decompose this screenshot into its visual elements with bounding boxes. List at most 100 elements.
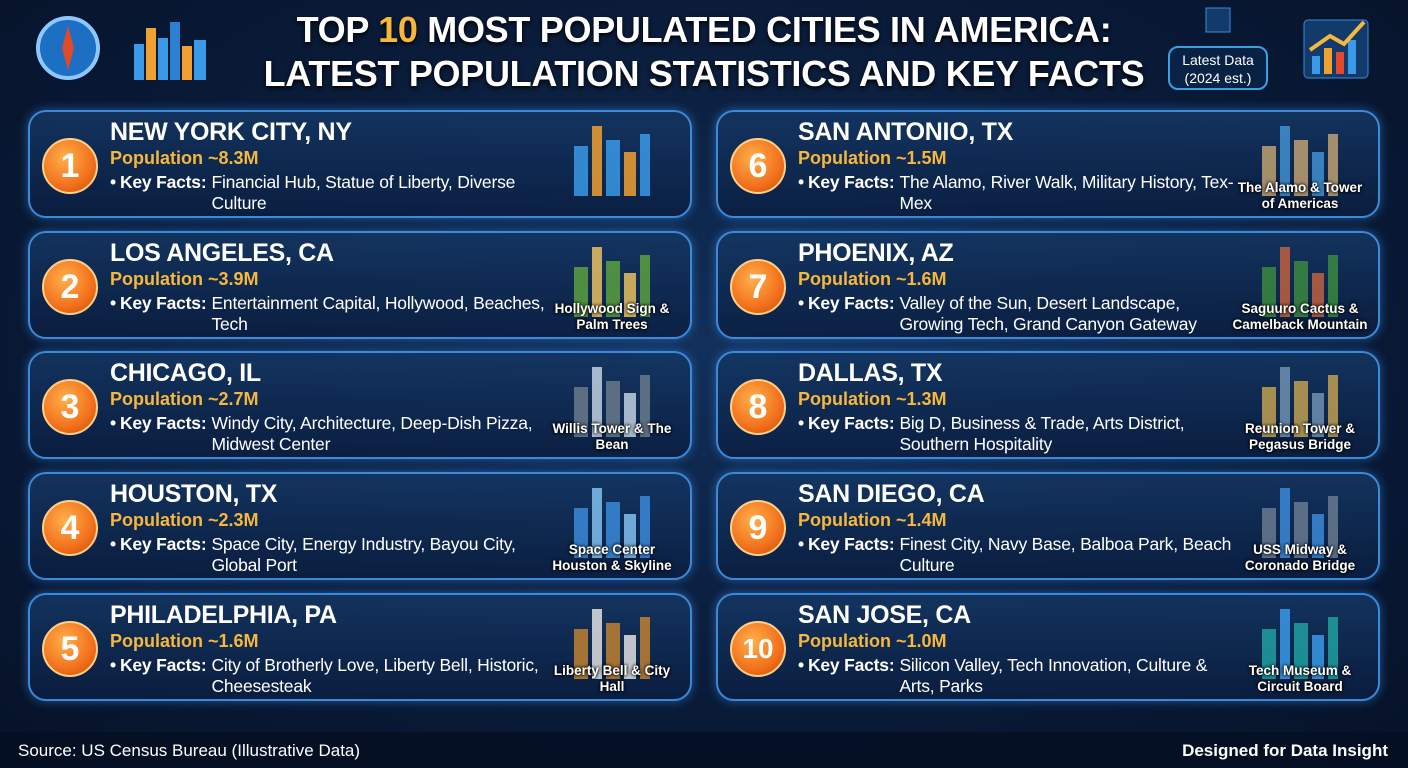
image-caption: Tech Museum & Circuit Board — [1248, 663, 1352, 694]
bullet: • — [798, 293, 804, 313]
illustration-shape — [1312, 393, 1324, 437]
illustration-shape — [1280, 367, 1290, 437]
population: Population ~2.3M — [110, 510, 259, 530]
rank-badge: 6 — [730, 138, 786, 194]
key-facts-label: Key Facts: — [119, 655, 207, 675]
illustration-shape — [1262, 387, 1276, 437]
illustration-shape — [592, 488, 602, 558]
footer: Source: US Census Bureau (Illustrative D… — [0, 732, 1408, 768]
illustration — [1262, 488, 1338, 558]
illustration-shape — [640, 617, 650, 679]
key-facts: • Key Facts: Financial Hub, Statue of Libe… — [110, 172, 550, 214]
rank-badge: 1 — [42, 138, 98, 194]
illustration-shape — [606, 502, 620, 558]
illustration-shape — [1294, 140, 1308, 196]
key-facts-label-wrap: • Key Facts: — [798, 534, 895, 576]
image-caption: Space Center Houston & Skyline — [552, 542, 672, 573]
header: TOP 10 MOST POPULATED CITIES IN AMERICA:… — [0, 0, 1408, 104]
key-facts-label-wrap: • Key Facts: — [110, 413, 207, 455]
illustration-shape — [606, 623, 620, 679]
image-caption: USS Midway & Coronado Bridge — [1244, 542, 1356, 573]
title-highlight: 10 — [378, 9, 418, 50]
illustration-shape — [1262, 267, 1276, 317]
population: Population ~1.6M — [110, 631, 259, 651]
illustration-shape — [1312, 273, 1324, 317]
illustration-shape — [1280, 609, 1290, 679]
title-rest: MOST POPULATED CITIES IN AMERICA: — [417, 9, 1112, 50]
illustration-shape — [592, 247, 602, 317]
illustration-shape — [592, 609, 602, 679]
illustration-shape — [1328, 255, 1338, 317]
population: Population ~1.0M — [798, 631, 947, 651]
illustration-shape — [1294, 261, 1308, 317]
key-facts-text: Finest City, Navy Base, Balboa Park, Bea… — [899, 534, 1232, 575]
illustration-shape — [606, 381, 620, 437]
key-facts-label-wrap: • Key Facts: — [798, 655, 895, 697]
title: TOP 10 MOST POPULATED CITIES IN AMERICA:… — [200, 8, 1208, 96]
key-facts-text: The Alamo, River Walk, Military History,… — [899, 172, 1234, 213]
illustration — [574, 247, 650, 317]
key-facts-label-wrap: • Key Facts: — [110, 172, 207, 214]
illustration-shape — [640, 375, 650, 437]
illustration-shape — [1312, 514, 1324, 558]
key-facts-label: Key Facts: — [807, 293, 895, 313]
city-card: 5 PHILADELPHIA, PA Population ~1.6M • Key Fa… — [28, 593, 692, 701]
illustration — [574, 488, 650, 558]
key-facts-label: Key Facts: — [807, 534, 895, 554]
illustration-shape — [1312, 635, 1324, 679]
key-facts-label: Key Facts: — [119, 534, 207, 554]
city-card: 4 HOUSTON, TX Population ~2.3M • Key Facts: S… — [28, 472, 692, 580]
illustration-shape — [592, 367, 602, 437]
illustration-shape — [1280, 488, 1290, 558]
city-name: DALLAS, TX — [798, 359, 943, 387]
illustration — [1262, 609, 1338, 679]
illustration — [574, 126, 650, 196]
illustration — [574, 609, 650, 679]
key-facts-label-wrap: • Key Facts: — [798, 293, 895, 335]
illustration-shape — [1294, 623, 1308, 679]
population: Population ~1.5M — [798, 148, 947, 168]
key-facts-label: Key Facts: — [807, 413, 895, 433]
bullet: • — [798, 413, 804, 433]
key-facts-text: Windy City, Architecture, Deep-Dish Pizz… — [211, 413, 533, 454]
city-card: 10 SAN JOSE, CA Population ~1.0M • Key Facts… — [716, 593, 1380, 701]
bullet: • — [798, 655, 804, 675]
rank-badge: 7 — [730, 259, 786, 315]
illustration-shape — [574, 387, 588, 437]
key-facts-label-wrap: • Key Facts: — [798, 413, 895, 455]
key-facts-label-wrap: • Key Facts: — [110, 293, 207, 335]
image-caption: The Alamo & Tower of Americas — [1237, 180, 1363, 211]
illustration-shape — [606, 261, 620, 317]
title-prefix: TOP — [296, 9, 379, 50]
illustration-shape — [624, 635, 636, 679]
illustration — [1262, 367, 1338, 437]
illustration-shape — [624, 393, 636, 437]
city-name: SAN DIEGO, CA — [798, 480, 985, 508]
illustration-shape — [1328, 134, 1338, 196]
city-name: PHOENIX, AZ — [798, 239, 954, 267]
credit: Designed for Data Insight — [1182, 741, 1388, 760]
illustration-shape — [1280, 126, 1290, 196]
city-card: 9 SAN DIEGO, CA Population ~1.4M • Key Facts… — [716, 472, 1380, 580]
illustration-shape — [1328, 496, 1338, 558]
city-card: 2 LOS ANGELES, CA Population ~3.9M • Key Fac… — [28, 231, 692, 339]
illustration-shape — [1312, 152, 1324, 196]
illustration-shape — [574, 267, 588, 317]
illustration-shape — [1262, 146, 1276, 196]
city-name: NEW YORK CITY, NY — [110, 118, 352, 146]
illustration-shape — [624, 152, 636, 196]
key-facts-text: City of Brotherly Love, Liberty Bell, Hi… — [211, 655, 539, 696]
rank-badge: 8 — [730, 379, 786, 435]
bullet: • — [110, 534, 116, 554]
illustration-shape — [574, 508, 588, 558]
key-facts: • Key Facts: Valley of the Sun, Desert Lan… — [798, 293, 1238, 335]
city-card: 6 SAN ANTONIO, TX Population ~1.5M • Key Fac… — [716, 110, 1380, 218]
city-name: PHILADELPHIA, PA — [110, 601, 337, 629]
illustration — [574, 367, 650, 437]
illustration-shape — [606, 140, 620, 196]
key-facts-label: Key Facts: — [807, 655, 895, 675]
source: Source: US Census Bureau (Illustrative D… — [18, 741, 361, 760]
population: Population ~3.9M — [110, 269, 259, 289]
city-name: SAN JOSE, CA — [798, 601, 971, 629]
